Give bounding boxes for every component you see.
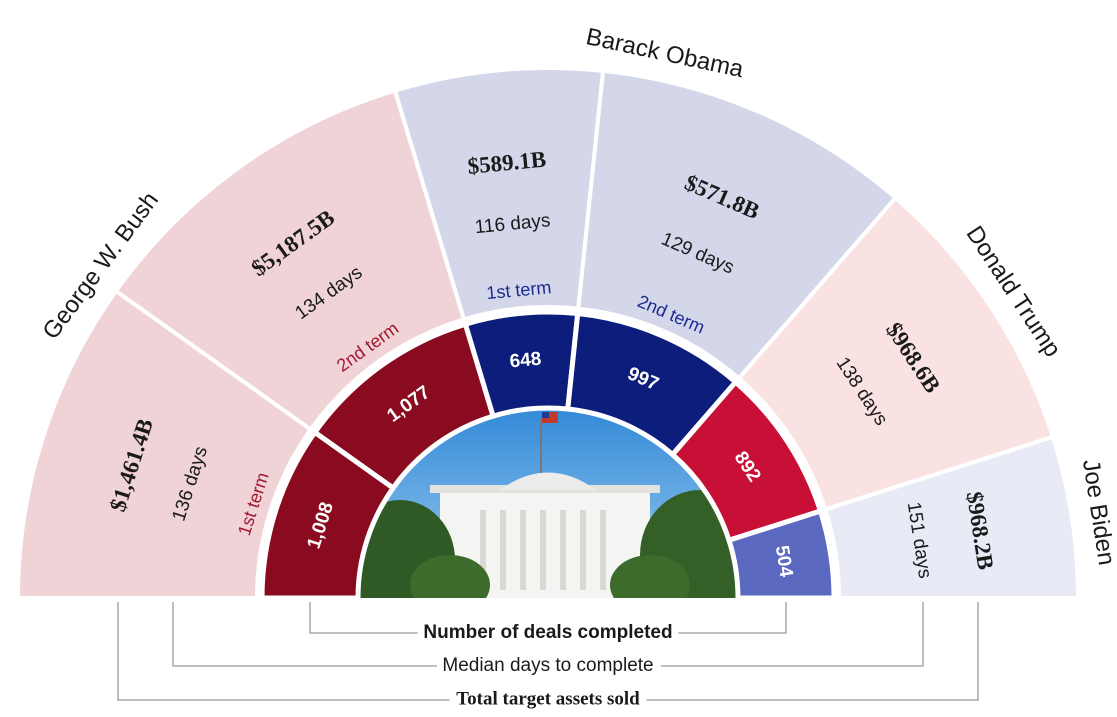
bracket bbox=[172, 602, 924, 667]
bracket bbox=[309, 602, 787, 634]
legend-label: Number of deals completed bbox=[423, 622, 672, 643]
outer-sector bbox=[15, 288, 314, 600]
bracket bbox=[117, 602, 979, 701]
legend-label: Median days to complete bbox=[442, 655, 653, 676]
deal-bar bbox=[725, 507, 837, 601]
deal-label: 504 bbox=[771, 544, 797, 579]
outer-sector bbox=[822, 434, 1081, 600]
deal-label: 648 bbox=[509, 349, 543, 373]
legend-label: Total target assets sold bbox=[456, 688, 640, 709]
president-name: Joe Biden bbox=[1077, 457, 1117, 567]
outer-sector bbox=[113, 88, 467, 433]
